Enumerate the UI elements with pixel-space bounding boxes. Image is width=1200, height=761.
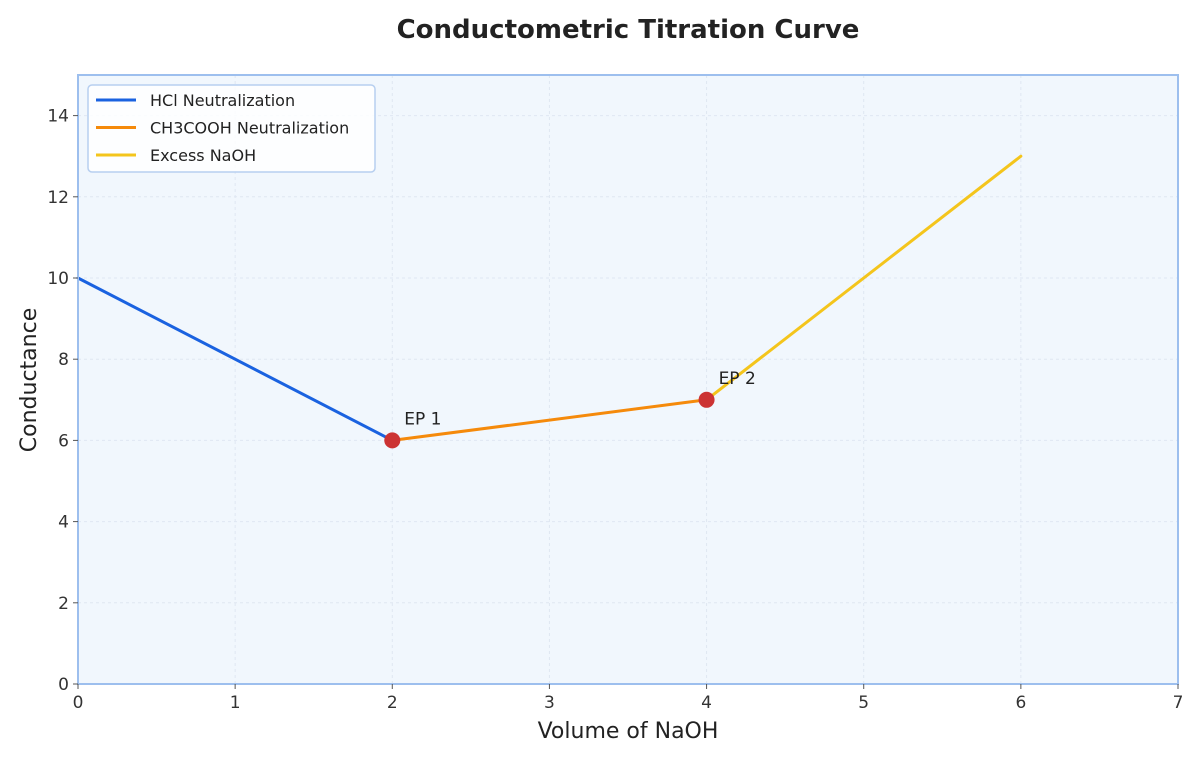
y-tick-label: 6 <box>58 431 69 451</box>
x-tick-label: 6 <box>1015 693 1026 713</box>
x-tick-label: 1 <box>230 693 241 713</box>
x-tick-label: 7 <box>1173 693 1184 713</box>
plot-frame <box>77 74 1179 685</box>
series-line-2 <box>390 398 709 442</box>
x-tick-label: 2 <box>387 693 398 713</box>
legend-box <box>87 84 376 173</box>
y-tick-label: 8 <box>58 350 69 370</box>
legend: HCl Neutralization CH3COOH Neutralization… <box>87 84 376 173</box>
y-tick-label: 10 <box>47 269 69 289</box>
y-tick-label: 0 <box>58 675 69 695</box>
legend-label-2: CH3COOH Neutralization <box>150 119 349 138</box>
legend-label-3: Excess NaOH <box>150 146 256 165</box>
endpoint-label-1: EP 1 <box>404 409 441 429</box>
x-tick-label: 3 <box>544 693 555 713</box>
y-tick-label: 4 <box>58 513 69 533</box>
y-axis-label: Conductance <box>17 308 42 452</box>
y-tick-label: 2 <box>58 594 69 614</box>
x-tick-label: 4 <box>701 693 712 713</box>
legend-label-1: HCl Neutralization <box>150 91 295 110</box>
endpoint-marker-2 <box>698 391 715 408</box>
y-tick-label: 12 <box>47 188 69 208</box>
series-layer <box>76 154 1023 442</box>
chart-title: Conductometric Titration Curve <box>397 15 860 45</box>
series-line-3 <box>705 154 1023 402</box>
y-tick-label: 14 <box>47 107 69 127</box>
endpoint-markers: EP 1 EP 2 <box>384 369 756 449</box>
x-tick-label: 0 <box>73 693 84 713</box>
x-tick-label: 5 <box>858 693 869 713</box>
endpoint-label-2: EP 2 <box>719 369 756 389</box>
series-line-1 <box>76 276 394 442</box>
endpoint-marker-1 <box>384 432 401 449</box>
x-axis-label: Volume of NaOH <box>538 719 719 744</box>
